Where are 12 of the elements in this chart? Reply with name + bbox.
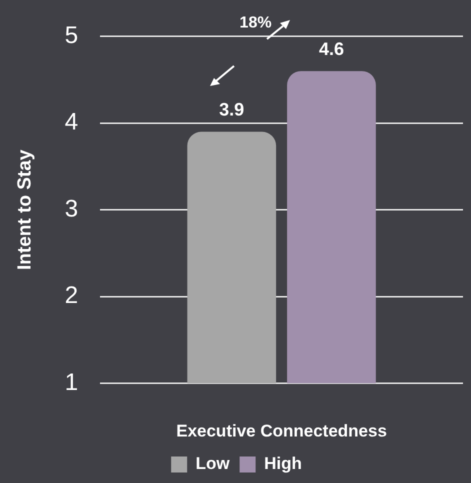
data-label: 3.9 xyxy=(219,100,244,120)
legend-label: Low xyxy=(196,454,230,474)
y-tick-label: 2 xyxy=(64,282,78,310)
x-axis-title: Executive Connectedness xyxy=(176,421,387,440)
y-axis-title: Intent to Stay xyxy=(14,149,36,270)
y-tick-label: 4 xyxy=(64,108,78,136)
y-tick-label: 1 xyxy=(64,368,78,396)
y-tick-label: 3 xyxy=(64,195,78,222)
text: 18% xyxy=(240,14,272,32)
data-label: 4.6 xyxy=(318,39,344,60)
y-tick-label: 5 xyxy=(64,22,78,50)
legend-label: High xyxy=(264,454,302,474)
